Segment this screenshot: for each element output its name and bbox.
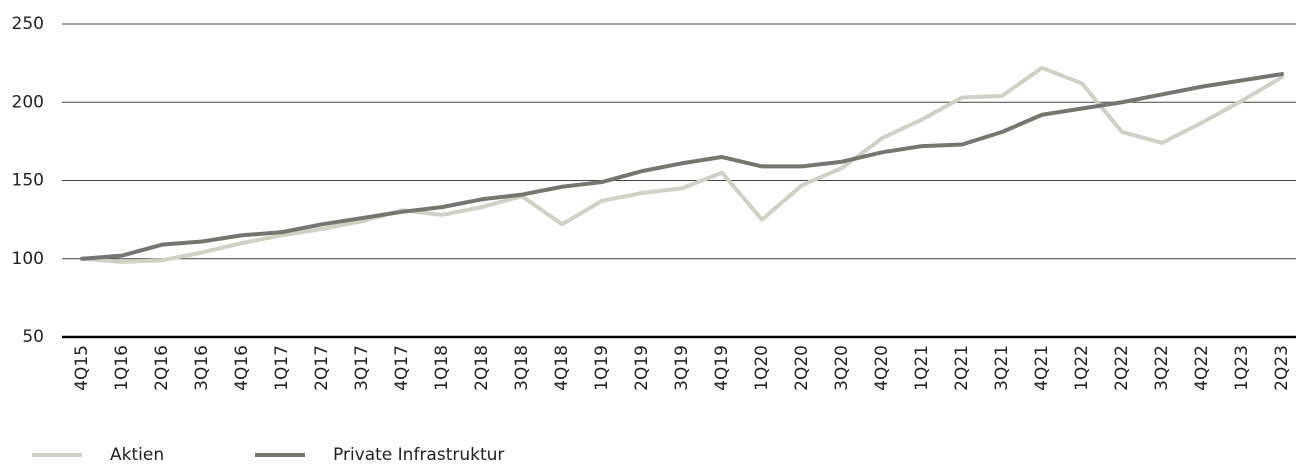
legend-label: Aktien: [110, 445, 164, 463]
x-tick-label: 2Q17: [312, 345, 332, 391]
x-tick-label: 2Q21: [952, 345, 972, 391]
x-tick-label: 2Q16: [152, 345, 172, 391]
x-tick-label: 4Q21: [1032, 345, 1052, 391]
x-tick-label: 2Q23: [1272, 345, 1292, 391]
x-tick-label: 4Q15: [72, 345, 92, 391]
x-tick-label: 1Q20: [752, 345, 772, 391]
x-tick-label: 3Q21: [992, 345, 1012, 391]
x-tick-label: 1Q19: [592, 345, 612, 391]
x-tick-label: 2Q19: [632, 345, 652, 391]
x-tick-label: 1Q22: [1072, 345, 1092, 391]
y-tick-label: 250: [12, 14, 44, 34]
line-series: [80, 65, 1284, 264]
x-tick-label: 3Q22: [1152, 345, 1172, 391]
x-tick-label: 3Q20: [832, 345, 852, 391]
y-tick-label: 150: [12, 171, 44, 191]
x-tick-label: 1Q17: [272, 345, 292, 391]
y-tick-label: 50: [22, 327, 44, 347]
x-tick-label: 1Q21: [912, 345, 932, 391]
x-tick-label: 4Q18: [552, 345, 572, 391]
x-tick-label: 4Q16: [232, 345, 252, 391]
x-tick-label: 2Q22: [1112, 345, 1132, 391]
y-tick-label: 200: [12, 92, 44, 112]
x-tick-label: 4Q19: [712, 345, 732, 391]
x-tick-label: 4Q17: [392, 345, 412, 391]
x-tick-label: 1Q18: [432, 345, 452, 391]
x-tick-label: 1Q23: [1232, 345, 1252, 391]
x-tick-label: 2Q20: [792, 345, 812, 391]
x-tick-label: 3Q18: [512, 345, 532, 391]
x-tick-label: 2Q18: [472, 345, 492, 391]
x-tick-label: 4Q20: [872, 345, 892, 391]
legend-label: Private Infrastruktur: [333, 445, 504, 463]
x-tick-label: 1Q16: [112, 345, 132, 391]
x-tick-label: 4Q22: [1192, 345, 1212, 391]
x-tick-label: 3Q16: [192, 345, 212, 391]
x-tick-label: 3Q19: [672, 345, 692, 391]
line-series: [80, 72, 1284, 261]
y-tick-label: 100: [12, 249, 44, 269]
x-tick-label: 3Q17: [352, 345, 372, 391]
